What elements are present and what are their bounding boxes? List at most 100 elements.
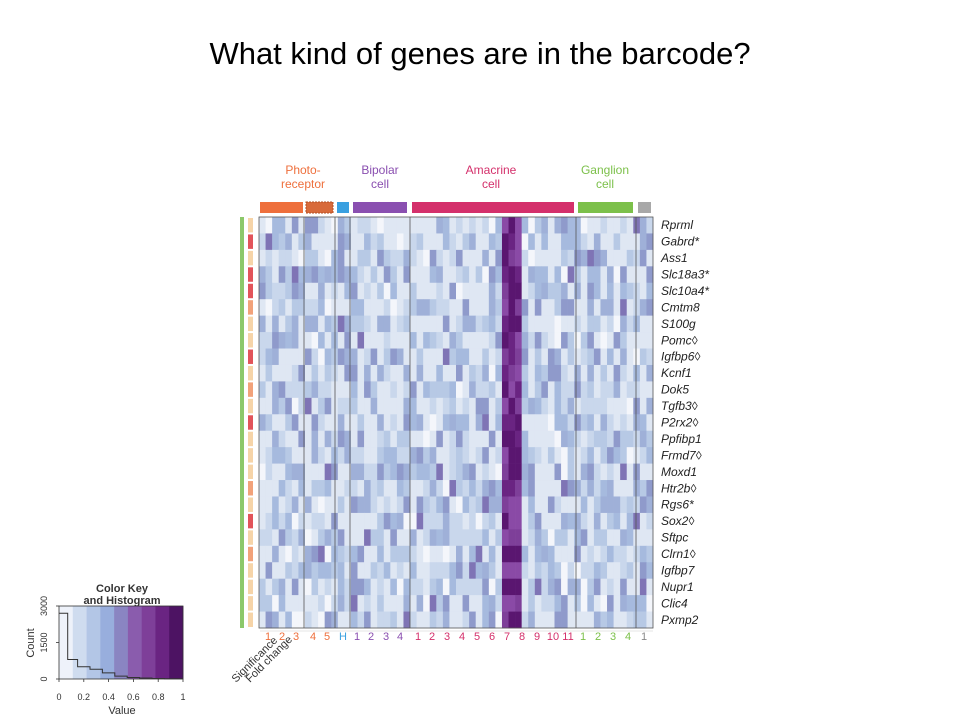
heatmap-cell bbox=[311, 611, 319, 629]
heatmap-cell bbox=[278, 545, 286, 563]
heatmap-cell bbox=[357, 217, 365, 234]
heatmap-cell bbox=[607, 562, 614, 579]
color-key-swatch bbox=[114, 606, 129, 679]
heatmap-cell bbox=[449, 364, 457, 382]
heatmap-cell bbox=[574, 315, 582, 333]
heatmap-cell bbox=[324, 332, 332, 349]
heatmap-cell bbox=[495, 529, 503, 547]
heatmap-cell bbox=[600, 595, 608, 612]
heatmap-cell bbox=[475, 233, 483, 251]
heatmap-cell bbox=[547, 217, 555, 234]
heatmap-cell bbox=[272, 512, 279, 530]
heatmap-cell bbox=[475, 217, 483, 234]
gene-label: Ppfibp1 bbox=[661, 432, 702, 446]
heatmap-cell bbox=[442, 611, 450, 629]
heatmap-cell bbox=[639, 364, 647, 382]
heatmap-cell bbox=[626, 463, 634, 481]
heatmap-cell bbox=[350, 595, 358, 612]
heatmap-cell bbox=[469, 249, 476, 267]
heatmap-cell bbox=[488, 430, 496, 448]
heatmap-cell bbox=[456, 381, 463, 399]
heatmap-cell bbox=[272, 611, 279, 629]
heatmap-cell bbox=[390, 299, 398, 316]
heatmap-cell bbox=[593, 496, 601, 514]
heatmap-cell bbox=[364, 348, 371, 366]
heatmap-cell bbox=[449, 529, 457, 547]
heatmap-cell bbox=[580, 529, 588, 547]
heatmap-cell bbox=[442, 249, 450, 267]
heatmap-cell bbox=[272, 364, 279, 382]
heatmap-cell bbox=[600, 249, 608, 267]
heatmap-cell bbox=[462, 578, 470, 596]
heatmap-cell bbox=[442, 217, 450, 234]
heatmap-cell bbox=[488, 414, 496, 432]
heatmap-cell bbox=[291, 414, 299, 432]
heatmap-cell bbox=[350, 562, 358, 579]
heatmap-cell bbox=[364, 233, 371, 251]
heatmap-cell bbox=[646, 512, 654, 530]
significance-strip bbox=[240, 217, 244, 628]
heatmap-cell bbox=[593, 282, 601, 300]
heatmap-cell bbox=[337, 315, 345, 333]
heatmap-cell bbox=[469, 430, 476, 448]
heatmap-cell bbox=[587, 233, 595, 251]
heatmap-cell bbox=[541, 578, 549, 596]
heatmap-cell bbox=[469, 266, 476, 284]
heatmap-cell bbox=[357, 233, 365, 251]
heatmap-cell bbox=[501, 578, 509, 596]
heatmap-cell bbox=[646, 266, 654, 284]
heatmap-cell bbox=[311, 299, 319, 316]
heatmap-cell bbox=[607, 332, 614, 349]
heatmap-cell bbox=[285, 217, 293, 234]
heatmap-cell bbox=[501, 299, 509, 316]
heatmap-cell bbox=[620, 562, 628, 579]
heatmap-cell bbox=[633, 578, 641, 596]
heatmap-cell bbox=[364, 397, 371, 415]
heatmap-cell bbox=[541, 397, 549, 415]
heatmap-cell bbox=[475, 397, 483, 415]
heatmap-cell bbox=[442, 545, 450, 563]
heatmap-cell bbox=[383, 480, 391, 497]
heatmap-cell bbox=[488, 282, 496, 300]
heatmap-cell bbox=[475, 249, 483, 267]
heatmap-cell bbox=[436, 595, 444, 612]
heatmap-cell bbox=[561, 217, 568, 234]
heatmap-cell bbox=[364, 463, 371, 481]
heatmap-cell bbox=[541, 364, 549, 382]
heatmap-cell bbox=[495, 430, 503, 448]
heatmap-cell bbox=[554, 348, 562, 366]
heatmap-cell bbox=[350, 463, 358, 481]
heatmap-cell bbox=[285, 299, 293, 316]
heatmap-cell bbox=[580, 496, 588, 514]
heatmap-cell bbox=[456, 496, 463, 514]
heatmap-cell bbox=[567, 299, 575, 316]
heatmap-cell bbox=[390, 315, 398, 333]
heatmap-cell bbox=[396, 282, 404, 300]
heatmap-cell bbox=[311, 512, 319, 530]
heatmap-cell bbox=[482, 266, 490, 284]
heatmap-cell bbox=[534, 233, 542, 251]
heatmap-cell bbox=[396, 364, 404, 382]
heatmap-cell bbox=[541, 611, 549, 629]
heatmap-cell bbox=[639, 463, 647, 481]
heatmap-cell bbox=[547, 480, 555, 497]
fold-change-cell bbox=[248, 267, 253, 282]
heatmap-cell bbox=[272, 496, 279, 514]
heatmap-cell bbox=[298, 332, 306, 349]
heatmap-cell bbox=[436, 512, 444, 530]
heatmap-cell bbox=[423, 266, 431, 284]
heatmap-cell bbox=[646, 496, 654, 514]
heatmap-cell bbox=[318, 430, 325, 448]
heatmap-cell bbox=[364, 578, 371, 596]
y-tick-label: 1500 bbox=[39, 632, 49, 652]
heatmap-cell bbox=[272, 266, 279, 284]
heatmap-cell bbox=[495, 233, 503, 251]
heatmap-cell bbox=[593, 381, 601, 399]
heatmap-cell bbox=[515, 364, 522, 382]
heatmap-cell bbox=[475, 315, 483, 333]
heatmap-cell bbox=[318, 562, 325, 579]
heatmap-cell bbox=[488, 332, 496, 349]
heatmap-cell bbox=[350, 496, 358, 514]
heatmap-cell bbox=[475, 364, 483, 382]
heatmap-cell bbox=[324, 381, 332, 399]
